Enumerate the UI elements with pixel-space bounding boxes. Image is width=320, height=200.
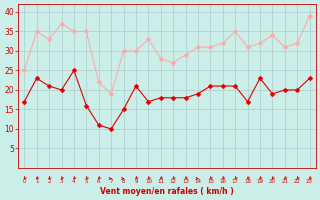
- X-axis label: Vent moyen/en rafales ( km/h ): Vent moyen/en rafales ( km/h ): [100, 187, 234, 196]
